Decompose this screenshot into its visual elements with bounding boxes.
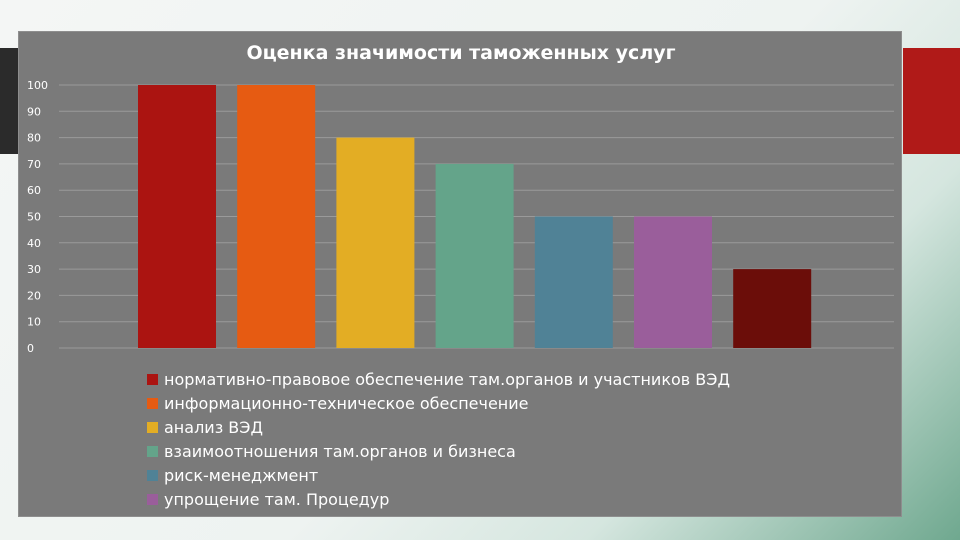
legend-label: риск-менеджмент: [164, 465, 319, 485]
bar-6: [634, 216, 712, 348]
legend-label: упрощение там. Процедур: [164, 489, 390, 509]
y-tick-label: 70: [27, 158, 41, 171]
chart-frame: Оценка значимости таможенных услуг 0 10 20…: [18, 31, 902, 517]
y-tick-label: 80: [27, 132, 41, 145]
legend-swatch: [147, 397, 158, 409]
legend-swatch: [147, 493, 158, 505]
legend-swatch: [147, 421, 158, 433]
chart-plot-area: 0 10 20 30 40 50 60 70 80 90 100: [27, 79, 894, 355]
legend-label: взаимоотношения там.органов и бизнеса: [164, 441, 516, 461]
legend-swatch: [147, 445, 158, 457]
bar-5: [534, 216, 613, 348]
legend-item: упрощение там. Процедур: [147, 487, 730, 511]
y-tick-label: 50: [27, 211, 41, 224]
bar-4: [435, 163, 514, 348]
legend-label: анализ ВЭД: [164, 417, 263, 437]
decorative-red-block: [903, 48, 960, 154]
y-tick-label: 0: [27, 342, 34, 355]
y-tick-label: 10: [27, 316, 41, 329]
bar-1: [138, 85, 216, 348]
legend-item: взаимоотношения там.органов и бизнеса: [147, 439, 730, 463]
chart-legend: нормативно-правовое обеспечение там.орга…: [147, 367, 730, 511]
y-tick-label: 20: [27, 289, 41, 302]
bar-3: [336, 137, 415, 348]
decorative-dark-block: [0, 48, 18, 154]
y-tick-label: 30: [27, 263, 41, 276]
legend-item: нормативно-правовое обеспечение там.орга…: [147, 367, 730, 391]
legend-item: информационно-техническое обеспечение: [147, 391, 730, 415]
legend-item: анализ ВЭД: [147, 415, 730, 439]
y-tick-label: 90: [27, 105, 41, 118]
bar-2: [237, 85, 316, 348]
bar-7: [733, 269, 812, 348]
chart-title: Оценка значимости таможенных услуг: [246, 42, 676, 64]
legend-label: нормативно-правовое обеспечение там.орга…: [164, 369, 730, 389]
legend-swatch: [147, 373, 158, 385]
legend-item: риск-менеджмент: [147, 463, 730, 487]
y-tick-label: 100: [27, 79, 48, 92]
y-tick-label: 60: [27, 184, 41, 197]
y-tick-label: 40: [27, 237, 41, 250]
legend-label: информационно-техническое обеспечение: [164, 393, 529, 413]
legend-swatch: [147, 469, 158, 481]
